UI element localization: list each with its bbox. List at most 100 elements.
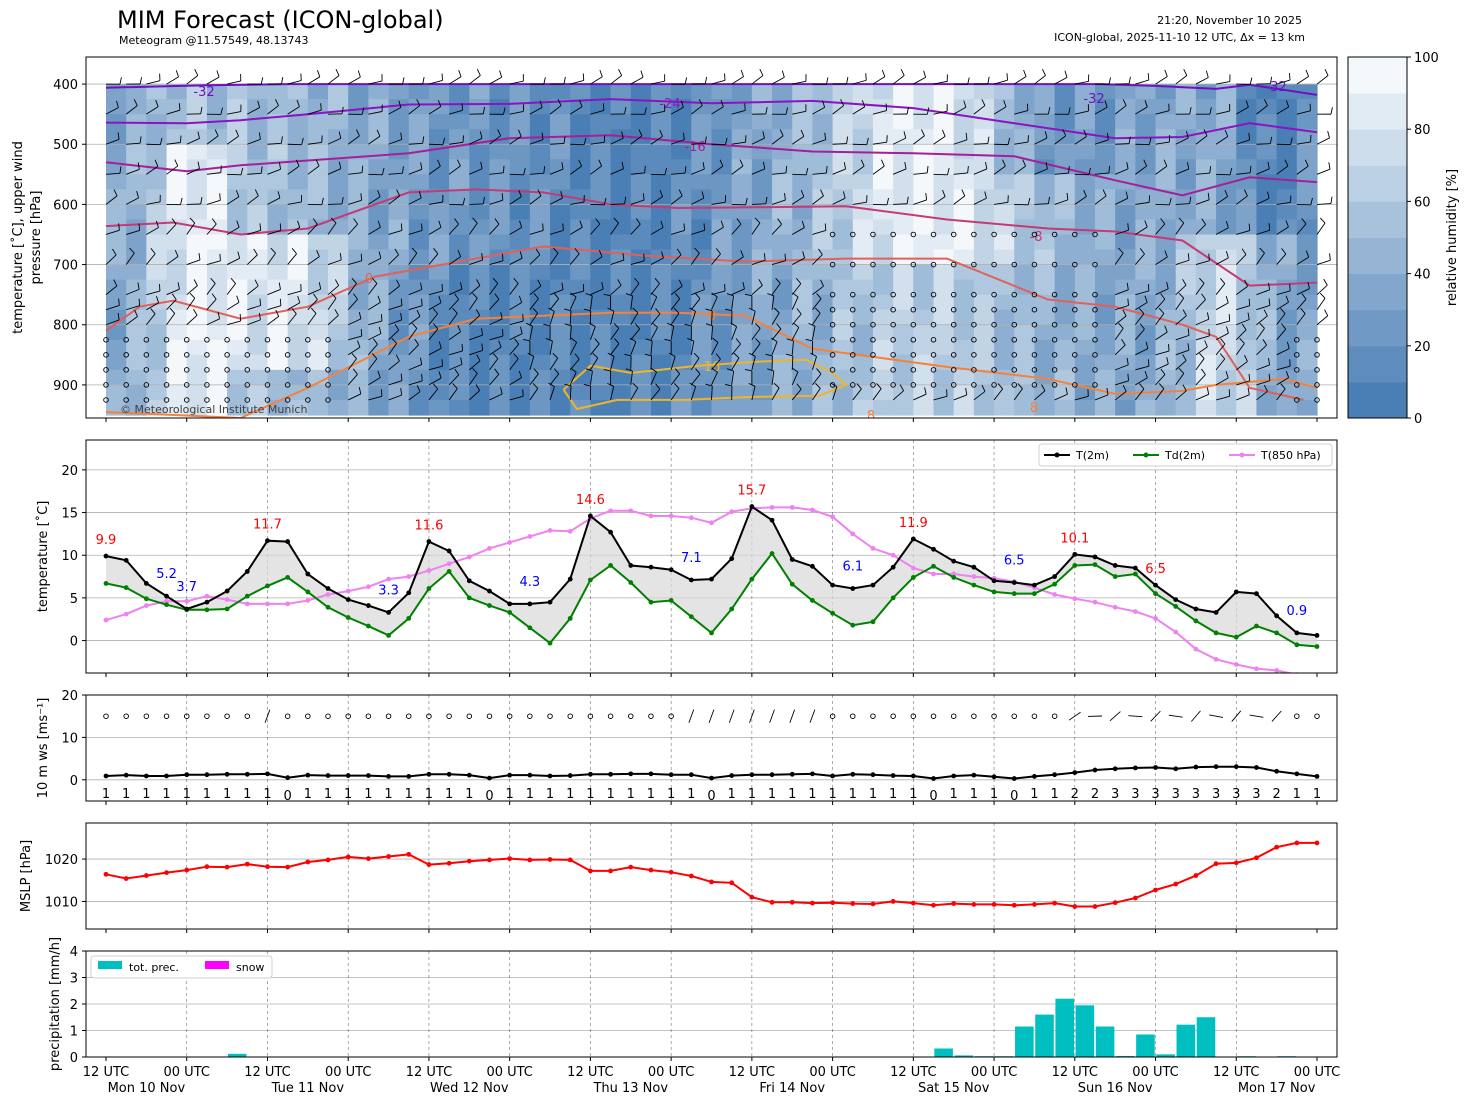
humidity-cell <box>368 249 390 266</box>
wind-speed-label: 1 <box>506 787 514 802</box>
wind-barb <box>307 256 320 265</box>
humidity-cell <box>1054 264 1076 281</box>
wind-speed-line-point <box>184 772 190 778</box>
humidity-cell <box>852 174 874 190</box>
wind-barb <box>327 75 340 85</box>
wind-barb <box>529 285 542 296</box>
wind-barb <box>933 196 946 205</box>
humidity-cell <box>408 159 430 175</box>
wind-barb <box>186 259 201 265</box>
humidity-cell <box>307 384 329 401</box>
humidity-cell <box>1216 264 1237 281</box>
t2m-line-point <box>547 599 553 605</box>
wind-barb-flag <box>180 197 183 205</box>
humidity-cell <box>671 384 692 401</box>
wind-barb <box>973 105 986 115</box>
humidity-cell <box>428 264 450 281</box>
y-tick-label: 2 <box>70 998 78 1013</box>
mslp-line-point <box>1153 887 1158 893</box>
wind-barb <box>691 229 705 235</box>
wind-barb <box>610 203 625 205</box>
wind-barb <box>933 110 948 115</box>
wind-barb <box>468 315 481 326</box>
mslp-line-point <box>143 873 149 878</box>
humidity-cell <box>1115 114 1136 130</box>
wind-barb <box>448 331 461 341</box>
humidity-cell <box>893 309 914 326</box>
humidity-cell <box>671 339 692 356</box>
wind-barb <box>348 318 362 326</box>
humidity-cell <box>1054 204 1076 221</box>
humidity-cell <box>1195 354 1217 371</box>
wind-barb-flag <box>1187 343 1190 351</box>
wind-barb-flag <box>481 343 484 351</box>
humidity-cell <box>307 369 329 386</box>
humidity-cell <box>1155 294 1177 311</box>
legend-label: Td(2m) <box>1164 449 1205 462</box>
wind-barb-calm <box>244 337 251 343</box>
wind-barb <box>1114 168 1129 175</box>
wind-barb-calm <box>950 382 957 388</box>
humidity-cell <box>872 399 894 416</box>
humidity-cell <box>206 174 228 190</box>
surface-wind-calm <box>345 713 351 719</box>
wind-barb-flag <box>117 132 120 140</box>
humidity-cell <box>751 114 773 130</box>
wind-barb-flag <box>846 76 849 84</box>
wind-barb <box>529 195 542 205</box>
wind-barb-calm <box>204 337 210 343</box>
humidity-cell <box>650 264 672 281</box>
isotherm-label: -32 <box>193 85 214 100</box>
surface-wind-barb <box>688 709 695 723</box>
wind-barb-flag <box>500 312 503 320</box>
humidity-cell <box>1236 294 1258 311</box>
td2m-line-point <box>1173 604 1179 609</box>
wind-barb <box>1236 380 1250 386</box>
wind-barb-flag <box>134 309 138 317</box>
wind-barb-calm <box>1072 261 1078 268</box>
wind-barb <box>388 195 400 205</box>
wind-barb <box>670 298 681 310</box>
wind-barb-calm <box>204 397 210 403</box>
humidity-cell <box>206 384 228 401</box>
wind-barb-calm <box>930 337 937 343</box>
wind-barb-flag <box>703 223 706 231</box>
wind-barb <box>1114 197 1128 205</box>
wind-barb <box>670 139 685 145</box>
humidity-cell <box>247 249 269 266</box>
wind-barb <box>771 283 781 295</box>
humidity-cell <box>489 399 511 416</box>
humidity-cell <box>227 354 248 371</box>
humidity-cell <box>852 294 874 311</box>
wind-barb-flag <box>698 99 703 106</box>
wind-barb-flag <box>352 368 358 375</box>
humidity-cell <box>852 309 874 326</box>
wind-barb-flag <box>762 161 766 169</box>
wind-barb <box>489 374 500 386</box>
wind-barb-flag <box>553 247 559 254</box>
humidity-cell <box>994 294 1015 311</box>
wind-barb-flag <box>906 196 909 204</box>
humidity-cell <box>852 369 874 386</box>
wind-barb <box>408 380 423 386</box>
wind-barb-flag <box>1102 189 1107 197</box>
wind-barb <box>1276 328 1287 341</box>
humidity-cell <box>933 174 955 190</box>
humidity-cell <box>1054 234 1076 251</box>
wind-barb-flag <box>312 218 318 225</box>
wind-barb <box>509 283 519 295</box>
wind-barb <box>509 80 524 85</box>
wind-barb-flag <box>275 99 279 106</box>
humidity-cell <box>428 234 450 251</box>
humidity-cell <box>146 129 168 145</box>
humidity-cell <box>1175 279 1197 296</box>
wind-barb-flag <box>360 193 363 201</box>
wind-barb <box>206 318 220 326</box>
wind-barb-flag <box>684 166 687 174</box>
wind-barb-flag <box>818 248 823 255</box>
wind-barb <box>1215 257 1229 265</box>
humidity-cell <box>751 399 773 416</box>
wind-barb <box>1135 106 1148 115</box>
wind-barb <box>549 168 564 175</box>
wind-speed-line-point <box>406 774 412 779</box>
